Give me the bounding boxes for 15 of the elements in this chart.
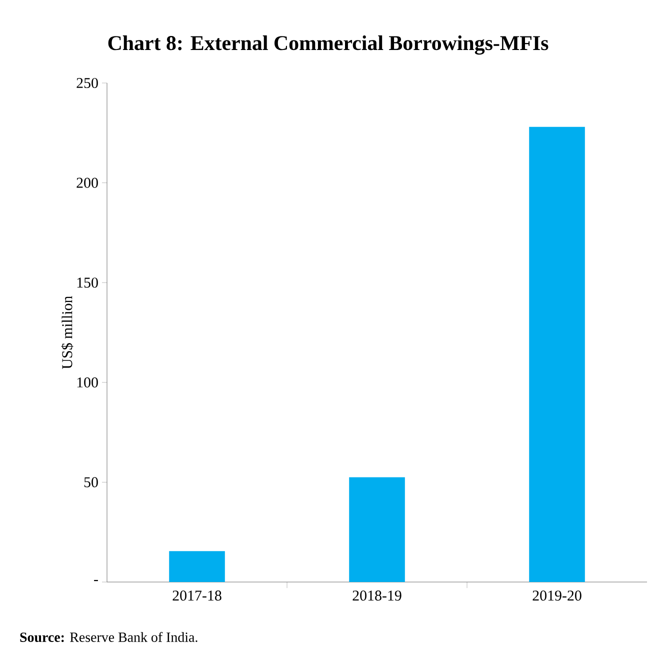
x-tick-label: 2019-20 bbox=[532, 590, 582, 601]
y-tick-label: - bbox=[94, 580, 98, 582]
text: Source: Reserve Bank of India. bbox=[20, 632, 198, 642]
x-tick-label: 2018-19 bbox=[352, 590, 402, 601]
x-tick-label: 2017-18 bbox=[172, 590, 222, 601]
y-tick-label: 50 bbox=[84, 477, 98, 488]
y-tick-label: 150 bbox=[77, 278, 98, 288]
chart-title: Chart 8: External Commercial Borrowings-MFIs bbox=[108, 35, 548, 55]
bar bbox=[529, 126, 585, 582]
bar bbox=[169, 551, 225, 582]
y-axis-title: US$ million bbox=[61, 296, 74, 369]
bar bbox=[349, 477, 405, 582]
y-tick-label: 200 bbox=[76, 178, 98, 188]
y-tick-label: 250 bbox=[76, 78, 98, 88]
y-tick-label: 100 bbox=[77, 377, 98, 388]
